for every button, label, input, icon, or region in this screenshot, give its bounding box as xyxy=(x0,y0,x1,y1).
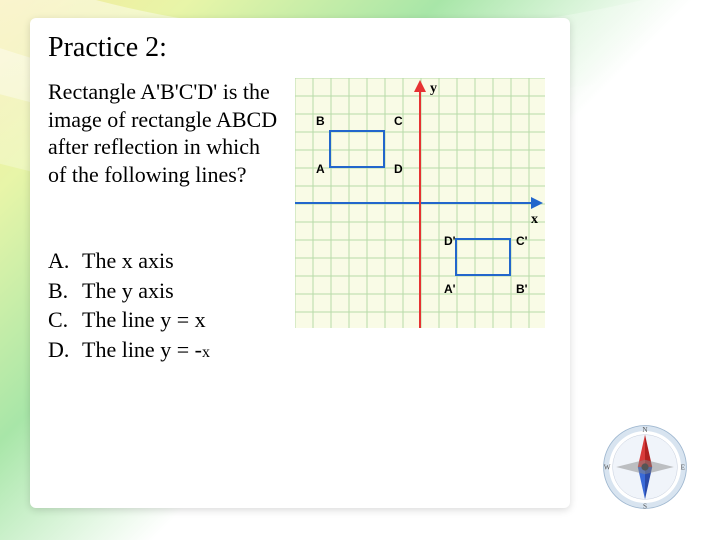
left-column: Rectangle A'B'C'D' is the image of recta… xyxy=(48,78,283,365)
option-text: The y axis xyxy=(82,276,174,306)
option-letter: A. xyxy=(48,246,82,276)
options-list: A. The x axis B. The y axis C. The line … xyxy=(48,246,283,365)
svg-text:C: C xyxy=(394,114,403,128)
svg-text:B: B xyxy=(316,114,325,128)
svg-text:S: S xyxy=(643,502,647,510)
graph-column: y x A B C D A' B' C' D' xyxy=(295,78,552,365)
option-text: The line y = x xyxy=(82,305,206,335)
svg-text:D': D' xyxy=(444,234,456,248)
practice-title: Practice 2: xyxy=(48,32,552,64)
svg-text:E: E xyxy=(681,464,686,472)
option-c: C. The line y = x xyxy=(48,305,283,335)
svg-text:A': A' xyxy=(444,282,456,296)
svg-text:C': C' xyxy=(516,234,528,248)
compass-icon: N E S W xyxy=(600,422,690,512)
content-card: Practice 2: Rectangle A'B'C'D' is the im… xyxy=(30,18,570,508)
svg-text:W: W xyxy=(604,464,611,472)
svg-text:D: D xyxy=(394,162,403,176)
option-text: The line y = -x xyxy=(82,335,210,365)
option-letter: D. xyxy=(48,335,82,365)
option-letter: C. xyxy=(48,305,82,335)
svg-text:A: A xyxy=(316,162,325,176)
reflection-graph: y x A B C D A' B' C' D' xyxy=(295,78,545,328)
svg-text:B': B' xyxy=(516,282,528,296)
svg-text:y: y xyxy=(430,81,437,96)
option-text: The x axis xyxy=(82,246,174,276)
option-d: D. The line y = -x xyxy=(48,335,283,365)
svg-text:N: N xyxy=(642,426,648,434)
option-a: A. The x axis xyxy=(48,246,283,276)
svg-text:x: x xyxy=(531,212,538,227)
option-b: B. The y axis xyxy=(48,276,283,306)
option-letter: B. xyxy=(48,276,82,306)
question-text: Rectangle A'B'C'D' is the image of recta… xyxy=(48,78,283,188)
